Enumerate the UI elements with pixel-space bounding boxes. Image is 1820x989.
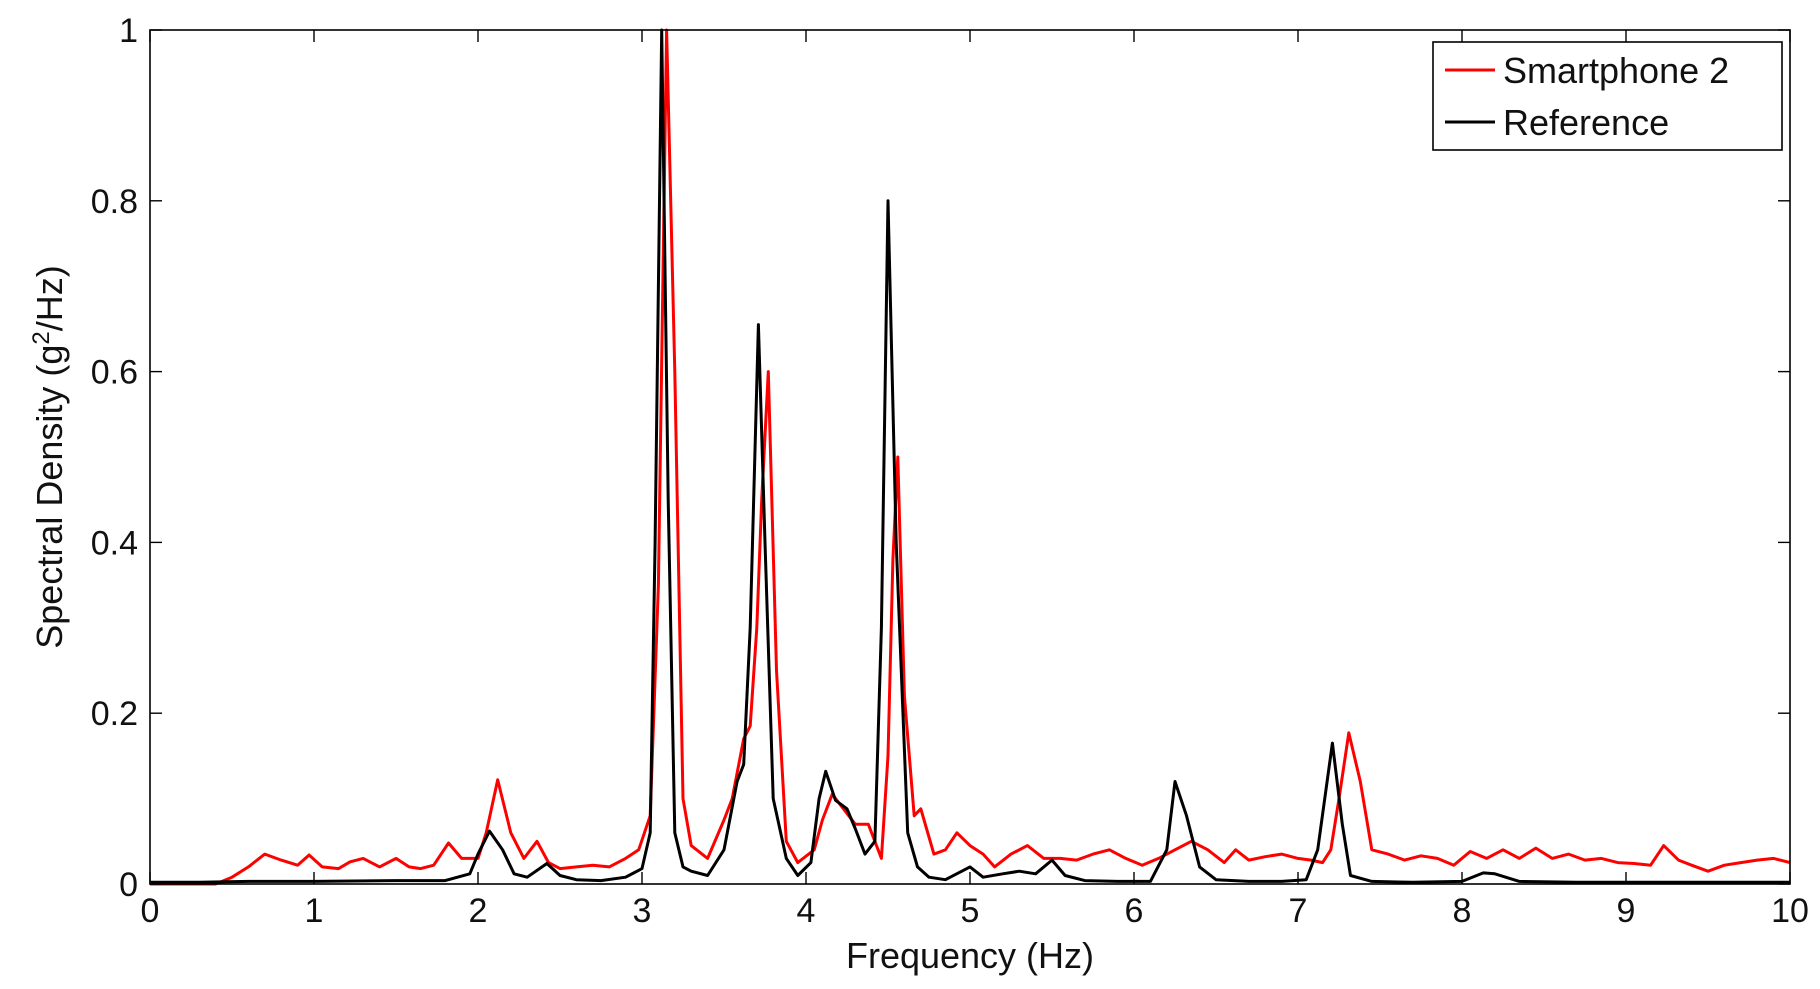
y-tick-label: 0.8 (91, 183, 138, 221)
x-tick-label: 8 (1453, 892, 1472, 930)
legend-label-reference: Reference (1503, 102, 1669, 143)
y-axis-title-main: Spectral Density (g (29, 345, 70, 649)
x-tick-label: 2 (469, 892, 488, 930)
y-axis-title-superscript: 2 (28, 331, 55, 344)
x-tick-label: 5 (961, 892, 980, 930)
x-axis-title: Frequency (Hz) (846, 935, 1094, 976)
y-axis-title: Spectral Density (g2/Hz) (28, 265, 71, 648)
x-tick-label: 4 (797, 892, 816, 930)
x-tick-label: 9 (1617, 892, 1636, 930)
x-tick-labels: 0 1 2 3 4 5 6 7 8 9 10 (141, 892, 1809, 930)
series-line-smartphone-2 (150, 28, 1791, 886)
x-tick-label: 6 (1125, 892, 1144, 930)
plot-area (150, 30, 1790, 884)
x-tick-label: 7 (1289, 892, 1308, 930)
y-tick-label: 0.4 (91, 524, 138, 562)
series-layer (150, 28, 1791, 886)
legend-label-smartphone-2: Smartphone 2 (1503, 50, 1729, 91)
tick-layer (149, 29, 1791, 885)
legend: Smartphone 2 Reference (1432, 41, 1783, 151)
x-tick-label: 0 (141, 892, 160, 930)
y-tick-labels: 0 0.2 0.4 0.6 0.8 1 (91, 12, 138, 904)
y-tick-label: 0.2 (91, 695, 138, 733)
x-tick-label: 1 (305, 892, 324, 930)
series-line-reference (150, 28, 1790, 884)
x-tick-label: 10 (1771, 892, 1809, 930)
y-axis-title-tail: /Hz) (29, 265, 70, 331)
y-tick-label: 0 (119, 866, 138, 904)
legend-box (1432, 41, 1783, 151)
y-tick-label: 0.6 (91, 354, 138, 392)
x-tick-label: 3 (633, 892, 652, 930)
y-tick-label: 1 (119, 12, 138, 50)
